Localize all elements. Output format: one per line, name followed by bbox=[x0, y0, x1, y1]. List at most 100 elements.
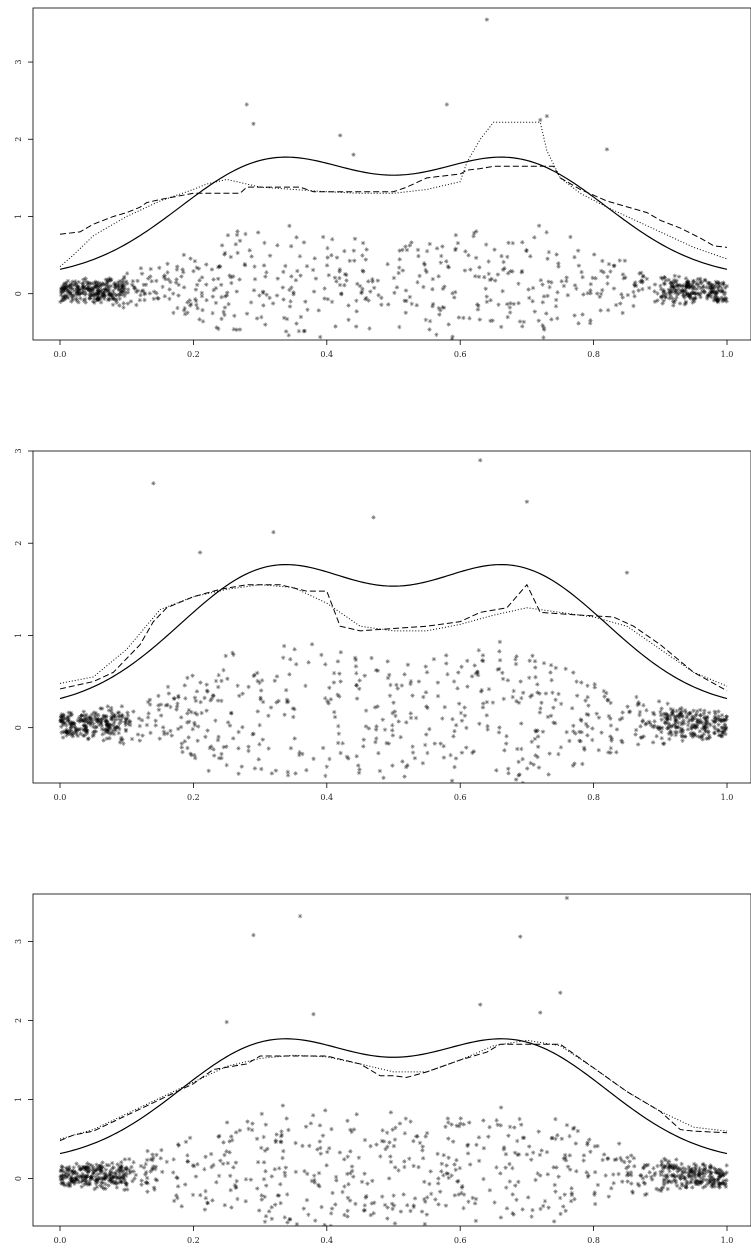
data-point bbox=[699, 1180, 704, 1185]
data-point bbox=[137, 723, 143, 729]
data-point bbox=[468, 267, 473, 272]
data-point bbox=[87, 296, 92, 301]
data-point bbox=[510, 240, 516, 246]
data-point bbox=[665, 1186, 670, 1192]
data-point bbox=[537, 1173, 543, 1178]
data-point bbox=[80, 1171, 85, 1177]
x-tick-label: 0.6 bbox=[454, 350, 467, 359]
data-point bbox=[65, 278, 71, 284]
data-point bbox=[68, 292, 73, 297]
data-point bbox=[609, 736, 614, 741]
data-point bbox=[640, 719, 645, 724]
data-point bbox=[83, 300, 88, 305]
data-point bbox=[385, 675, 391, 681]
data-point bbox=[116, 1174, 121, 1180]
data-point bbox=[544, 311, 549, 316]
data-point bbox=[658, 1169, 663, 1175]
data-point bbox=[363, 708, 369, 713]
data-point bbox=[328, 1223, 334, 1226]
data-point bbox=[682, 734, 688, 739]
data-point bbox=[454, 1123, 459, 1128]
data-point bbox=[59, 724, 64, 729]
data-point bbox=[684, 715, 689, 720]
data-point bbox=[549, 280, 554, 285]
data-point bbox=[66, 1167, 72, 1172]
data-point bbox=[124, 271, 130, 276]
data-point bbox=[104, 714, 109, 719]
data-point bbox=[149, 278, 154, 284]
data-point bbox=[469, 674, 475, 679]
data-point bbox=[275, 276, 280, 281]
data-point bbox=[675, 283, 680, 289]
data-point bbox=[123, 720, 128, 725]
data-point bbox=[711, 724, 717, 729]
data-point bbox=[287, 223, 292, 229]
data-point bbox=[176, 695, 181, 700]
data-point bbox=[620, 310, 625, 316]
data-point bbox=[647, 720, 653, 726]
data-point bbox=[430, 286, 435, 292]
data-point bbox=[260, 737, 266, 742]
data-point bbox=[664, 1172, 670, 1178]
data-point bbox=[409, 301, 415, 307]
data-point bbox=[403, 1116, 409, 1121]
data-point bbox=[99, 287, 104, 292]
data-point bbox=[405, 763, 410, 768]
data-point bbox=[622, 1159, 627, 1165]
data-point bbox=[322, 1222, 327, 1226]
data-point bbox=[494, 1118, 499, 1123]
data-point bbox=[516, 281, 521, 286]
data-point bbox=[252, 766, 258, 771]
data-point bbox=[520, 240, 525, 245]
data-point bbox=[248, 1177, 254, 1182]
y-tick-label: 2 bbox=[14, 137, 23, 142]
data-point bbox=[357, 767, 362, 772]
data-point bbox=[641, 734, 646, 739]
data-point bbox=[186, 707, 192, 713]
data-point bbox=[216, 672, 221, 678]
data-point bbox=[244, 311, 250, 316]
data-point bbox=[453, 289, 458, 295]
data-point bbox=[255, 230, 261, 235]
data-point bbox=[438, 260, 444, 265]
data-point bbox=[683, 286, 688, 291]
data-point bbox=[703, 719, 709, 724]
data-point bbox=[715, 285, 721, 291]
data-point bbox=[524, 499, 530, 504]
data-point bbox=[269, 1174, 275, 1179]
data-point bbox=[288, 657, 293, 662]
data-point bbox=[673, 1180, 679, 1186]
data-point bbox=[579, 729, 584, 735]
data-point bbox=[704, 718, 710, 723]
data-point bbox=[224, 762, 229, 768]
data-point bbox=[102, 290, 107, 295]
data-point bbox=[595, 1143, 600, 1149]
data-point bbox=[171, 1157, 176, 1162]
data-point bbox=[319, 1204, 324, 1210]
data-point bbox=[631, 1155, 637, 1161]
data-point bbox=[535, 744, 541, 749]
data-point bbox=[388, 682, 393, 688]
data-point bbox=[134, 289, 139, 295]
data-point bbox=[660, 276, 665, 281]
data-point bbox=[88, 720, 94, 726]
data-point bbox=[569, 1190, 575, 1196]
data-point bbox=[392, 1221, 398, 1226]
data-point bbox=[680, 713, 685, 718]
data-point bbox=[81, 723, 87, 728]
data-point bbox=[719, 289, 725, 294]
data-point bbox=[688, 731, 693, 736]
data-point bbox=[456, 1192, 462, 1197]
data-point bbox=[125, 710, 130, 715]
data-point bbox=[535, 682, 540, 687]
data-point bbox=[124, 1187, 130, 1192]
y-tick-label: 2 bbox=[14, 1018, 23, 1023]
data-point bbox=[452, 1193, 458, 1198]
data-point bbox=[64, 1174, 70, 1179]
data-point bbox=[624, 1173, 630, 1178]
data-point bbox=[139, 289, 145, 294]
data-point bbox=[716, 288, 721, 293]
data-point bbox=[679, 705, 684, 711]
data-point bbox=[262, 1148, 268, 1153]
